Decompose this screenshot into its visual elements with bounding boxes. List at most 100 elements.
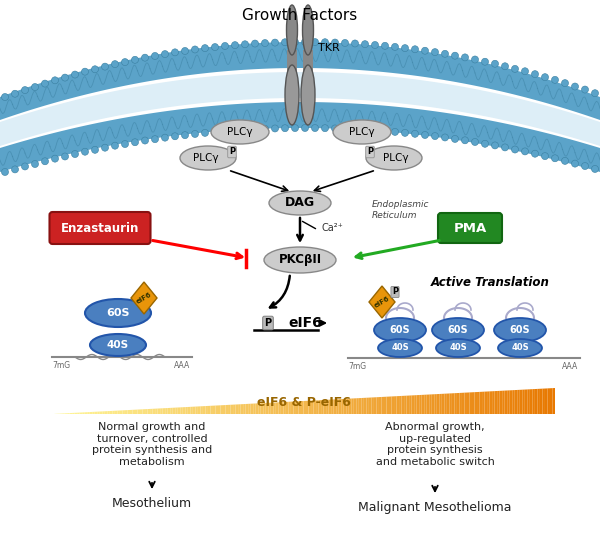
- Circle shape: [491, 60, 499, 67]
- Circle shape: [232, 127, 239, 134]
- Circle shape: [371, 41, 379, 48]
- Polygon shape: [386, 397, 389, 414]
- Ellipse shape: [264, 247, 336, 273]
- Polygon shape: [301, 401, 304, 414]
- Circle shape: [161, 134, 169, 141]
- Polygon shape: [547, 388, 550, 414]
- Polygon shape: [92, 412, 95, 414]
- Circle shape: [101, 63, 109, 70]
- Polygon shape: [542, 389, 545, 414]
- Polygon shape: [308, 400, 311, 414]
- Polygon shape: [369, 286, 395, 318]
- Text: Enzastaurin: Enzastaurin: [61, 221, 139, 235]
- Polygon shape: [271, 403, 274, 414]
- Circle shape: [401, 44, 409, 51]
- Polygon shape: [228, 405, 230, 414]
- Circle shape: [562, 80, 569, 87]
- Polygon shape: [203, 406, 205, 414]
- Polygon shape: [523, 390, 525, 414]
- Circle shape: [202, 44, 209, 51]
- Polygon shape: [512, 390, 515, 414]
- Polygon shape: [256, 403, 258, 414]
- Polygon shape: [331, 399, 334, 414]
- Circle shape: [32, 160, 38, 168]
- Polygon shape: [173, 408, 175, 414]
- Ellipse shape: [498, 339, 542, 357]
- Text: AAA: AAA: [562, 362, 578, 371]
- Polygon shape: [190, 407, 193, 414]
- Polygon shape: [145, 409, 148, 414]
- Polygon shape: [193, 407, 196, 414]
- Circle shape: [281, 39, 289, 46]
- Circle shape: [452, 136, 458, 143]
- Polygon shape: [485, 391, 487, 414]
- Polygon shape: [379, 397, 382, 414]
- Text: 60S: 60S: [509, 325, 530, 335]
- Polygon shape: [341, 399, 344, 414]
- Polygon shape: [376, 397, 379, 414]
- Circle shape: [322, 39, 329, 46]
- Text: PLCγ: PLCγ: [349, 127, 375, 137]
- Polygon shape: [553, 388, 555, 414]
- Circle shape: [392, 129, 398, 136]
- Polygon shape: [125, 410, 127, 414]
- Polygon shape: [507, 390, 510, 414]
- Circle shape: [421, 47, 428, 54]
- Circle shape: [62, 153, 68, 160]
- Polygon shape: [517, 390, 520, 414]
- Polygon shape: [281, 402, 283, 414]
- Polygon shape: [515, 390, 517, 414]
- Circle shape: [581, 162, 589, 169]
- Polygon shape: [419, 395, 422, 414]
- Circle shape: [161, 50, 169, 57]
- Polygon shape: [276, 403, 278, 414]
- Ellipse shape: [301, 65, 315, 125]
- Polygon shape: [477, 392, 479, 414]
- Ellipse shape: [302, 5, 314, 55]
- Polygon shape: [74, 413, 77, 414]
- Polygon shape: [103, 411, 105, 414]
- Text: 60S: 60S: [448, 325, 469, 335]
- Text: Active Translation: Active Translation: [431, 276, 550, 288]
- Circle shape: [112, 61, 119, 68]
- Polygon shape: [445, 393, 447, 414]
- Text: Ca²⁺: Ca²⁺: [322, 223, 344, 233]
- Circle shape: [1, 168, 8, 175]
- Text: PKCβII: PKCβII: [278, 254, 322, 266]
- Polygon shape: [432, 394, 434, 414]
- Polygon shape: [90, 412, 92, 414]
- FancyBboxPatch shape: [303, 50, 313, 75]
- Ellipse shape: [180, 146, 236, 170]
- Polygon shape: [462, 393, 464, 414]
- Circle shape: [191, 130, 199, 137]
- Polygon shape: [198, 406, 200, 414]
- Polygon shape: [245, 404, 248, 414]
- Ellipse shape: [432, 318, 484, 342]
- Polygon shape: [135, 410, 137, 414]
- Text: 40S: 40S: [391, 344, 409, 353]
- Polygon shape: [389, 397, 392, 414]
- Polygon shape: [424, 394, 427, 414]
- Circle shape: [401, 129, 409, 136]
- Polygon shape: [399, 396, 401, 414]
- Polygon shape: [434, 394, 437, 414]
- Circle shape: [52, 77, 59, 84]
- Circle shape: [41, 158, 49, 165]
- FancyBboxPatch shape: [287, 50, 297, 75]
- Polygon shape: [152, 408, 155, 414]
- Polygon shape: [122, 410, 125, 414]
- Polygon shape: [196, 406, 198, 414]
- Polygon shape: [351, 398, 354, 414]
- Polygon shape: [155, 408, 158, 414]
- Polygon shape: [289, 401, 291, 414]
- Polygon shape: [356, 398, 359, 414]
- Circle shape: [511, 146, 518, 153]
- Polygon shape: [409, 396, 412, 414]
- Circle shape: [11, 166, 19, 173]
- Polygon shape: [278, 402, 281, 414]
- Polygon shape: [532, 389, 535, 414]
- Polygon shape: [218, 405, 221, 414]
- Ellipse shape: [366, 146, 422, 170]
- Polygon shape: [137, 410, 140, 414]
- Text: DAG: DAG: [285, 197, 315, 210]
